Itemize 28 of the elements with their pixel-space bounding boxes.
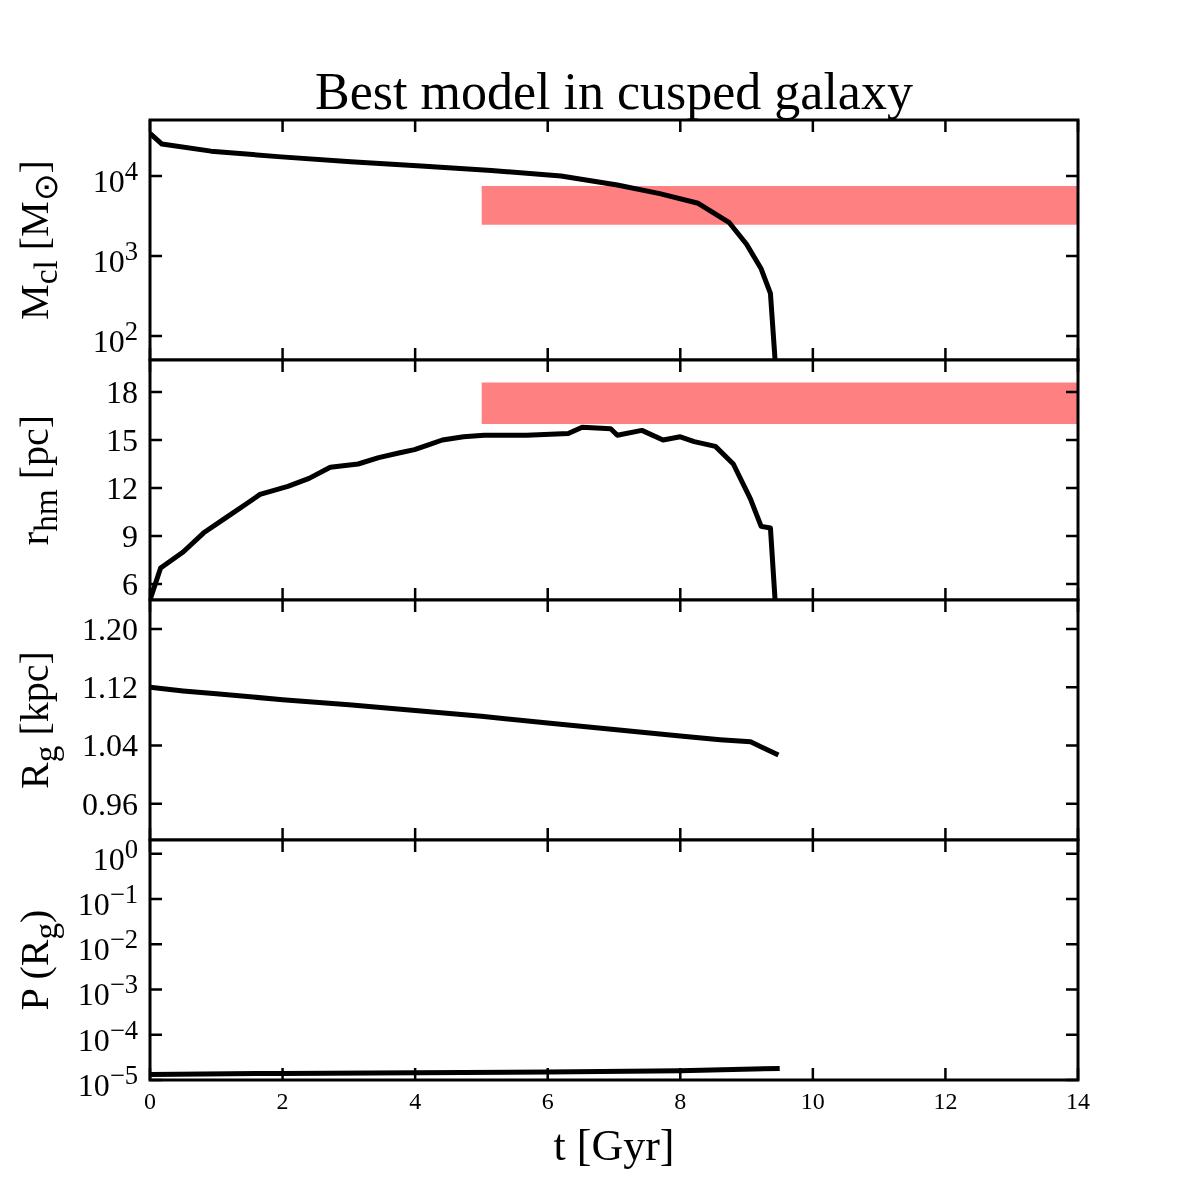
y-tick-label: 15 [106, 422, 138, 458]
y-tick-label: 9 [122, 518, 138, 554]
y-tick-label: 0.96 [82, 785, 138, 822]
x-tick-label: 0 [144, 1087, 156, 1114]
x-axis-title: t [Gyr] [552, 1120, 676, 1171]
y-tick-label: 10$^{4}$ [92, 155, 138, 199]
y-tick-label: 10$^{−1}$ [77, 878, 138, 922]
x-tick-label: 6 [541, 1087, 554, 1114]
x-tick-label: 12 [933, 1087, 958, 1114]
chart-title: Best model in cusped galaxy [314, 62, 914, 122]
y-tick-label: 6 [122, 566, 138, 602]
x-tick-label: 4 [409, 1087, 422, 1114]
y-tick-label: 10$^{−4}$ [77, 1013, 138, 1058]
x-tick-label: 10 [800, 1087, 825, 1114]
y-tick-label: 12 [106, 470, 138, 506]
y-tick-label: 10$^{3}$ [92, 235, 138, 279]
y-tick-label: 10$^{−2}$ [77, 923, 138, 967]
y-tick-label: 18 [106, 374, 138, 410]
y-tick-label: 10$^{−3}$ [77, 968, 138, 1013]
y-tick-label: 10$^{2}$ [92, 315, 138, 359]
y-tick-label: 10$^{−5}$ [77, 1059, 138, 1103]
y-tick-label: 1.20 [82, 611, 138, 648]
x-tick-label: 8 [674, 1087, 687, 1114]
y-tick-label: 1.12 [82, 669, 138, 706]
x-tick-label: 14 [1066, 1087, 1090, 1114]
x-tick-label: 2 [276, 1087, 289, 1114]
y-tick-label: 1.04 [82, 727, 138, 764]
y-tick-label: 10$^{0}$ [92, 832, 138, 877]
